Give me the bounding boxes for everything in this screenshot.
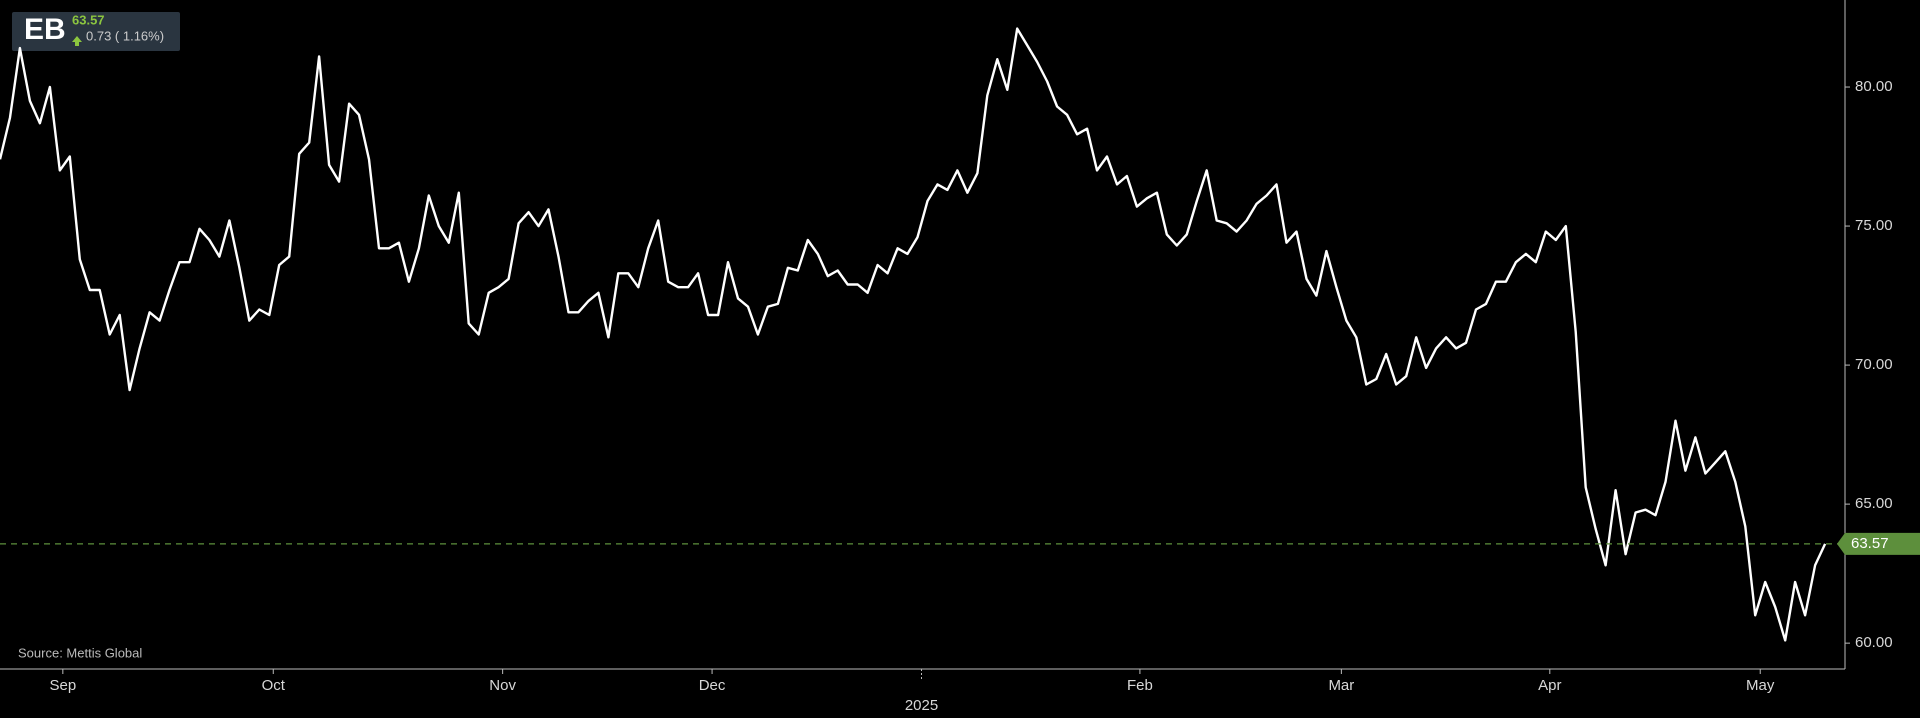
source: Source: Mettis Global: [18, 645, 142, 660]
price: 63.57: [72, 12, 105, 27]
x-tick-label: Nov: [489, 677, 516, 694]
y-tick-label: 65.00: [1855, 495, 1893, 512]
x-tick-label: May: [1746, 677, 1775, 694]
x-tick-label: Sep: [49, 677, 76, 694]
x-tick-label: Dec: [699, 677, 726, 694]
change: 0.73 ( 1.16%): [86, 28, 164, 43]
up-arrow: [72, 36, 82, 46]
y-tick-label: 75.00: [1855, 217, 1893, 234]
price-line: [0, 27, 1827, 642]
last-price-label: 63.57: [1851, 535, 1889, 552]
y-tick-label: 80.00: [1855, 78, 1893, 95]
ticker: EB: [24, 13, 66, 46]
ticker-box: [12, 12, 180, 51]
x-tick-label: Apr: [1538, 677, 1561, 694]
x-tick-label: Feb: [1127, 677, 1153, 694]
y-tick-label: 60.00: [1855, 634, 1893, 651]
x-tick-label: Mar: [1328, 677, 1354, 694]
x-tick-label: Oct: [262, 677, 286, 694]
last-price-tag: [1837, 532, 1920, 555]
y-tick-label: 70.00: [1855, 356, 1893, 373]
x-tick-label: 2025: [905, 697, 938, 714]
